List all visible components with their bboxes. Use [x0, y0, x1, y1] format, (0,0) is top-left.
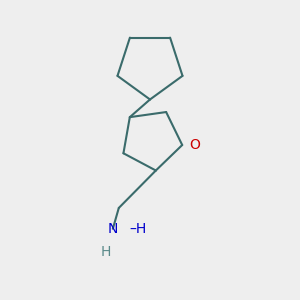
Text: H: H	[100, 245, 111, 259]
Text: O: O	[189, 138, 200, 152]
Text: –H: –H	[129, 222, 146, 236]
Text: N: N	[108, 222, 118, 236]
